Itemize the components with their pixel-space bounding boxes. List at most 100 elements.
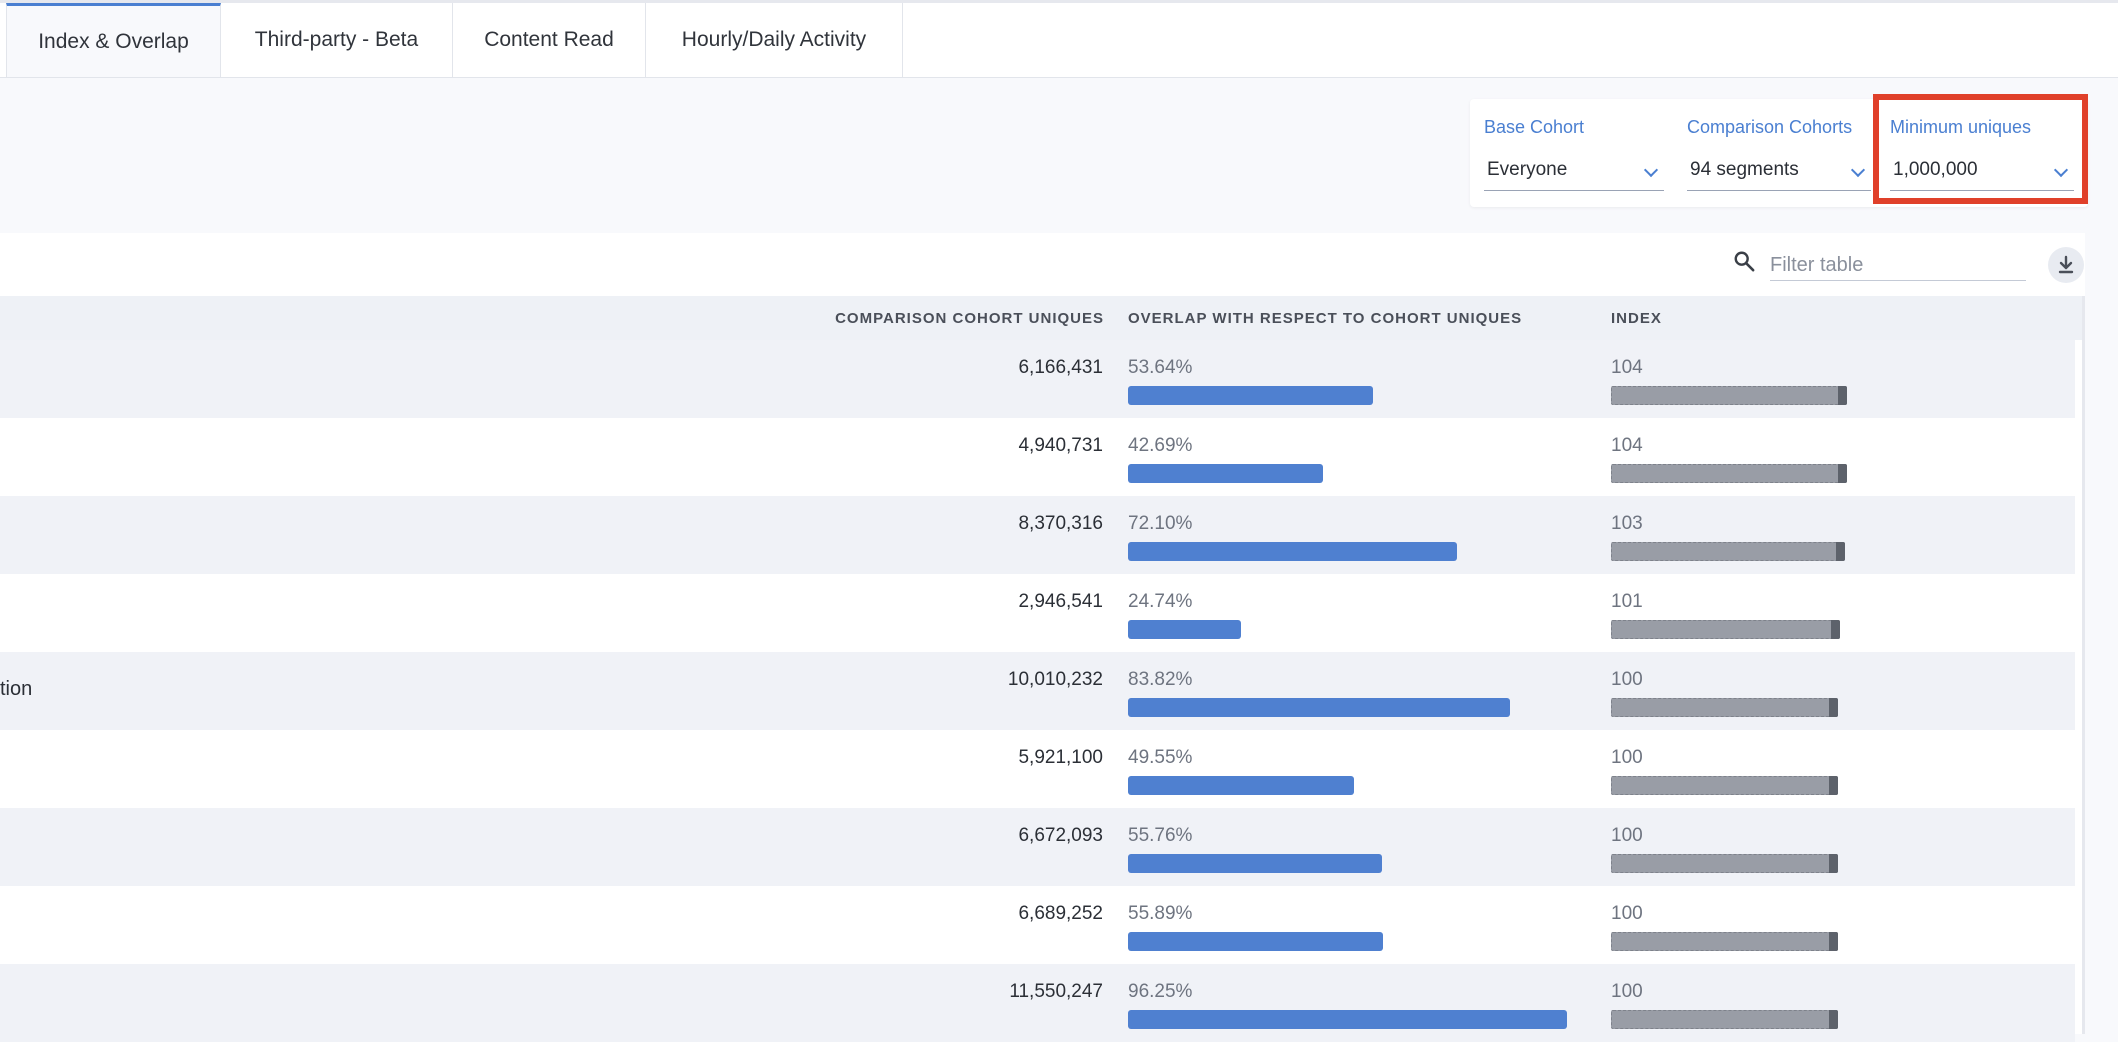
filter-table-input[interactable] [1770,250,2026,281]
index-value: 104 [1611,435,1643,456]
overlap-value: 42.69% [1128,435,1193,456]
minimum-uniques-value: 1,000,000 [1893,159,1978,180]
overlap-bar [1128,542,1457,561]
table-row[interactable]: 8,370,316 72.10% 103 [0,496,2075,574]
index-bar [1611,854,1838,873]
cohort-uniques: 4,940,731 [1018,435,1103,456]
overlap-value: 96.25% [1128,981,1193,1002]
column-header-index[interactable]: INDEX [1611,310,1662,327]
base-cohort-filter: Base Cohort Everyone [1484,99,1664,207]
index-bar [1611,464,1847,483]
table-row[interactable]: 4,940,731 42.69% 104 [0,418,2075,496]
search-icon [1734,251,1755,272]
chevron-down-icon [1850,162,1866,178]
table-header: COMPARISON COHORT UNIQUES OVERLAP WITH R… [0,296,2082,340]
index-bar-cap [1831,620,1840,639]
table-row[interactable]: 11,550,247 96.25% 100 [0,964,2075,1042]
overlap-bar [1128,932,1383,951]
index-bar [1611,698,1838,717]
index-bar-cap [1838,464,1847,483]
index-value: 100 [1611,747,1643,768]
tab-label: Hourly/Daily Activity [681,28,867,51]
table-row[interactable]: 2,946,541 24.74% 101 [0,574,2075,652]
index-value: 101 [1611,591,1643,612]
download-icon [2058,255,2074,274]
minimum-uniques-filter: Minimum uniques 1,000,000 [1890,99,2074,207]
minimum-uniques-label: Minimum uniques [1890,117,2032,137]
index-value: 100 [1611,825,1643,846]
comparison-cohorts-label: Comparison Cohorts [1687,117,1853,137]
cohort-uniques: 8,370,316 [1018,513,1103,534]
index-value: 104 [1611,357,1643,378]
table-row[interactable]: 6,689,252 55.89% 100 [0,886,2075,964]
table-row[interactable]: 5,921,100 49.55% 100 [0,730,2075,808]
index-bar [1611,1010,1838,1029]
overlap-bar [1128,1010,1567,1029]
table-row[interactable]: 6,166,431 53.64% 104 [0,340,2075,418]
comparison-cohorts-value: 94 segments [1690,159,1799,180]
column-header-overlap[interactable]: OVERLAP WITH RESPECT TO COHORT UNIQUES [1128,310,1523,327]
overlap-bar [1128,386,1373,405]
index-value: 100 [1611,981,1643,1002]
tab-content-read[interactable]: Content Read [453,3,646,77]
overlap-value: 55.76% [1128,825,1193,846]
index-bar [1611,932,1838,951]
index-bar-cap [1829,698,1838,717]
index-bar-cap [1836,542,1845,561]
overlap-bar [1128,776,1354,795]
overlap-value: 53.64% [1128,357,1193,378]
cohort-uniques: 11,550,247 [1009,981,1103,1002]
tab-label: Third-party - Beta [254,28,419,51]
index-bar-cap [1838,386,1847,405]
index-value: 100 [1611,903,1643,924]
overlap-value: 55.89% [1128,903,1193,924]
overlap-value: 72.10% [1128,513,1193,534]
index-bar-cap [1829,854,1838,873]
comparison-cohorts-select[interactable]: 94 segments [1687,157,1871,191]
cohort-filter-panel: Base Cohort Everyone Comparison Cohorts … [1470,99,2088,207]
tab-index-overlap[interactable]: Index & Overlap [6,3,221,77]
index-value: 100 [1611,669,1643,690]
download-button[interactable] [2048,247,2084,283]
chevron-down-icon [2053,162,2069,178]
cohort-uniques: 2,946,541 [1018,591,1103,612]
minimum-uniques-select[interactable]: 1,000,000 [1890,157,2074,191]
index-bar-cap [1829,1010,1838,1029]
scrollbar-track[interactable] [2082,296,2085,1034]
tab-label: Index & Overlap [38,29,189,53]
index-bar-cap [1829,932,1838,951]
comparison-cohorts-filter: Comparison Cohorts 94 segments [1687,99,1871,207]
base-cohort-select[interactable]: Everyone [1484,157,1664,191]
index-value: 103 [1611,513,1643,534]
cohort-uniques: 5,921,100 [1018,747,1103,768]
index-bar-cap [1829,776,1838,795]
index-bar [1611,386,1847,405]
overlap-value: 24.74% [1128,591,1193,612]
cohort-name: tion [0,678,33,700]
tab-third-party-beta[interactable]: Third-party - Beta [221,3,453,77]
overlap-bar [1128,620,1241,639]
table-body: 6,166,431 53.64% 104 4,940,731 42.69% 104 8,37… [0,340,2075,1042]
table-row[interactable]: tion 10,010,232 83.82% 100 [0,652,2075,730]
overlap-value: 49.55% [1128,747,1193,768]
chevron-down-icon [1643,162,1659,178]
cohort-uniques: 10,010,232 [1007,669,1103,690]
cohort-uniques: 6,672,093 [1018,825,1103,846]
index-bar [1611,776,1838,795]
base-cohort-value: Everyone [1487,159,1568,180]
overlap-value: 83.82% [1128,669,1193,690]
cohort-uniques: 6,689,252 [1018,903,1103,924]
index-bar [1611,620,1840,639]
base-cohort-label: Base Cohort [1484,117,1585,137]
top-border [0,0,2118,3]
overlap-bar [1128,464,1323,483]
tab-label: Content Read [484,28,614,51]
table-row[interactable]: 6,672,093 55.76% 100 [0,808,2075,886]
index-bar [1611,542,1845,561]
column-header-uniques[interactable]: COMPARISON COHORT UNIQUES [835,310,1104,327]
overlap-bar [1128,854,1382,873]
tab-hourly-daily-activity[interactable]: Hourly/Daily Activity [646,3,903,77]
tab-bar: Index & Overlap Third-party - Beta Conte… [0,3,2118,78]
cohort-uniques: 6,166,431 [1018,357,1103,378]
overlap-bar [1128,698,1510,717]
